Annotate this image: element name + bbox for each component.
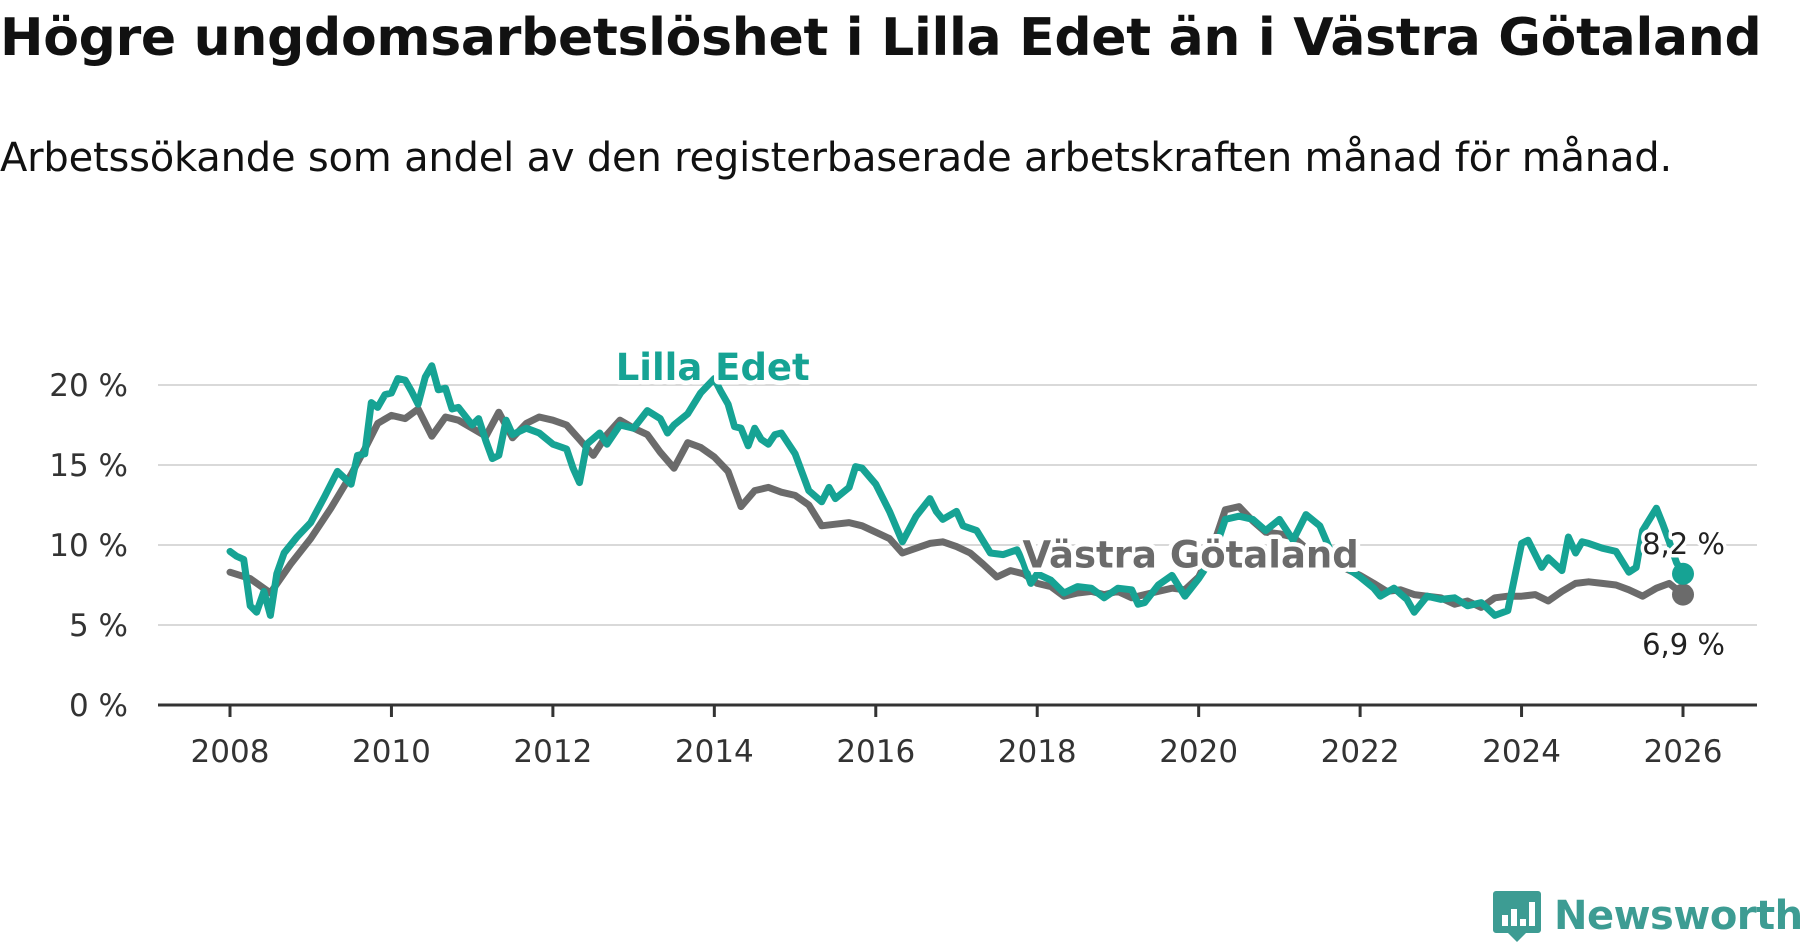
end-label-vastra-gotaland: 6,9 % bbox=[1642, 628, 1725, 662]
y-tick-label: 15 % bbox=[49, 448, 128, 484]
axes: 0 % 5 % 10 % 15 % 20 % 2008 2010 2012 2014 2016 20… bbox=[49, 368, 1757, 770]
gridlines bbox=[158, 384, 1757, 626]
end-label-lilla-edet: 8,2 % bbox=[1642, 527, 1725, 561]
y-tick-label: 10 % bbox=[49, 528, 128, 564]
x-tick-label: 2024 bbox=[1482, 734, 1561, 770]
x-tick-label: 2022 bbox=[1321, 734, 1400, 770]
newsworthy-logo-icon bbox=[1493, 891, 1541, 942]
brand-name: Newsworthy bbox=[1554, 893, 1800, 939]
end-point-lilla-edet bbox=[1672, 562, 1694, 585]
x-tick-label: 2020 bbox=[1159, 734, 1238, 770]
y-tick-label: 20 % bbox=[49, 368, 128, 404]
y-tick-label: 5 % bbox=[69, 608, 128, 644]
end-point-v-stra-g-taland bbox=[1672, 583, 1694, 606]
brand: Newsworthy bbox=[1492, 888, 1800, 944]
x-tick-label: 2018 bbox=[998, 734, 1077, 770]
x-tick-label: 2012 bbox=[513, 734, 592, 770]
chart-subtitle: Arbetssökande som andel av den registerb… bbox=[0, 135, 1672, 181]
chart-labels: 8,2 % 6,9 % Lilla Edet Västra Götaland bbox=[611, 342, 1728, 665]
x-tick-label: 2016 bbox=[836, 734, 915, 770]
x-tick-label: 2008 bbox=[191, 734, 270, 770]
series-annotation: Lilla Edet bbox=[616, 346, 810, 389]
x-tick-label: 2026 bbox=[1644, 734, 1723, 770]
x-tick-label: 2010 bbox=[352, 734, 431, 770]
x-tick-label: 2014 bbox=[675, 734, 754, 770]
series-annotation: Västra Götaland bbox=[1022, 533, 1358, 576]
series-lines bbox=[226, 362, 1694, 619]
y-tick-label: 0 % bbox=[69, 688, 128, 724]
series-line-lilla-edet bbox=[226, 362, 1687, 619]
chart-title: Högre ungdomsarbetslöshet i Lilla Edet ä… bbox=[0, 8, 1762, 68]
